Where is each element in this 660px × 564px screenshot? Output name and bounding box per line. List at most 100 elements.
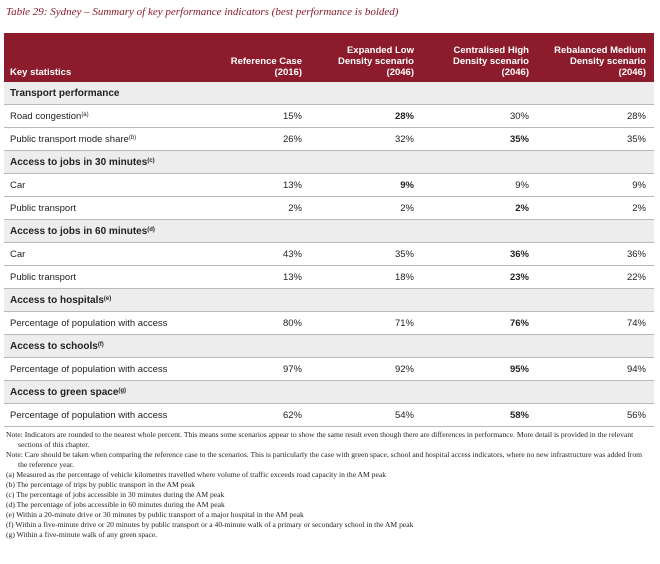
row-label-text: Public transport mode share xyxy=(10,133,129,145)
value-cell: 22% xyxy=(537,265,654,289)
row-label-text: Public transport xyxy=(10,202,77,214)
footnote-ref: (f) xyxy=(97,341,104,348)
section-title-text: Access to green space xyxy=(10,386,119,398)
column-header: Key statistics xyxy=(4,33,204,82)
row-label-text: Car xyxy=(10,179,26,191)
value-cell: 13% xyxy=(204,173,310,197)
note: (a) Measured as the percentage of vehicl… xyxy=(6,470,387,479)
section-title: Access to jobs in 60 minutes(d) xyxy=(4,219,654,243)
section-title-text: Transport performance xyxy=(10,87,120,99)
value-cell: 35% xyxy=(310,242,422,266)
data-row: Public transport 13% 18% 23% 22% xyxy=(4,265,654,289)
value-cell: 36% xyxy=(422,242,537,266)
row-label: Percentage of population with access xyxy=(4,357,204,381)
value-cell: 30% xyxy=(422,104,537,128)
section-title: Transport performance xyxy=(4,82,654,105)
footnote-ref: (e) xyxy=(103,295,112,302)
value-cell: 13% xyxy=(204,265,310,289)
footnote-ref: (c) xyxy=(147,157,155,164)
row-label: Car xyxy=(4,173,204,197)
value-cell: 35% xyxy=(422,127,537,151)
value-cell: 56% xyxy=(537,403,654,427)
value-cell: 28% xyxy=(537,104,654,128)
value-cell: 43% xyxy=(204,242,310,266)
header-row: Key statistics Reference Case (2016) Expan… xyxy=(4,33,654,82)
row-label: Public transport xyxy=(4,196,204,220)
section-row: Transport performance xyxy=(4,82,654,105)
value-cell: 94% xyxy=(537,357,654,381)
table-body: Transport performance Road congestion(a) 1… xyxy=(4,82,654,427)
section-row: Access to hospitals(e) xyxy=(4,288,654,312)
section-title-text: Access to schools xyxy=(10,340,98,352)
row-label-text: Public transport xyxy=(10,271,77,283)
row-label-text: Road congestion xyxy=(10,110,82,122)
section-row: Access to green space(g) xyxy=(4,380,654,404)
data-row: Percentage of population with access 80% 7… xyxy=(4,311,654,335)
note: (g) Within a five-minute walk of any gre… xyxy=(6,530,158,539)
value-cell: 58% xyxy=(422,403,537,427)
table-title: Table 29: Sydney – Summary of key perfor… xyxy=(6,6,399,18)
value-cell: 62% xyxy=(204,403,310,427)
column-header: Rebalanced Medium Density scenario (2046… xyxy=(537,33,654,82)
value-cell: 95% xyxy=(422,357,537,381)
data-row: Car 13% 9% 9% 9% xyxy=(4,173,654,197)
note: (e) Within a 20-minute drive or 30 minut… xyxy=(6,510,304,519)
value-cell: 9% xyxy=(537,173,654,197)
section-title: Access to hospitals(e) xyxy=(4,288,654,312)
footnote-ref: (g) xyxy=(118,387,127,394)
row-label-text: Percentage of population with access xyxy=(10,317,168,329)
section-title: Access to jobs in 30 minutes(c) xyxy=(4,150,654,174)
footnote-ref: (a) xyxy=(81,111,89,118)
note: (b) The percentage of trips by public tr… xyxy=(6,480,196,489)
row-label: Percentage of population with access xyxy=(4,311,204,335)
note: Note: Indicators are rounded to the near… xyxy=(6,430,634,449)
value-cell: 35% xyxy=(537,127,654,151)
value-cell: 80% xyxy=(204,311,310,335)
footnote-ref: (d) xyxy=(147,226,155,233)
section-row: Access to jobs in 60 minutes(d) xyxy=(4,219,654,243)
row-label-text: Percentage of population with access xyxy=(10,363,168,375)
note: (c) The percentage of jobs accessible in… xyxy=(6,490,225,499)
note: (d) The percentage of jobs accessible in… xyxy=(6,500,225,509)
value-cell: 28% xyxy=(310,104,422,128)
data-row: Car 43% 35% 36% 36% xyxy=(4,242,654,266)
value-cell: 74% xyxy=(537,311,654,335)
section-title-text: Access to hospitals xyxy=(10,294,104,306)
data-row: Road congestion(a) 15% 28% 30% 28% xyxy=(4,104,654,128)
row-label-text: Car xyxy=(10,248,26,260)
row-label: Public transport mode share(b) xyxy=(4,127,204,151)
value-cell: 76% xyxy=(422,311,537,335)
data-row: Percentage of population with access 62% 5… xyxy=(4,403,654,427)
section-title-text: Access to jobs in 60 minutes xyxy=(10,225,148,237)
row-label: Car xyxy=(4,242,204,266)
value-cell: 71% xyxy=(310,311,422,335)
note: Note: Care should be taken when comparin… xyxy=(6,450,643,469)
value-cell: 9% xyxy=(422,173,537,197)
section-row: Access to schools(f) xyxy=(4,334,654,358)
section-title-text: Access to jobs in 30 minutes xyxy=(10,156,148,168)
value-cell: 26% xyxy=(204,127,310,151)
notes: Note: Indicators are rounded to the near… xyxy=(6,430,651,540)
data-row: Percentage of population with access 97% 9… xyxy=(4,357,654,381)
value-cell: 54% xyxy=(310,403,422,427)
value-cell: 32% xyxy=(310,127,422,151)
value-cell: 2% xyxy=(537,196,654,220)
data-row: Public transport mode share(b) 26% 32% 35% 3… xyxy=(4,127,654,151)
value-cell: 2% xyxy=(204,196,310,220)
column-header: Reference Case (2016) xyxy=(204,33,310,82)
value-cell: 36% xyxy=(537,242,654,266)
column-header: Expanded Low Density scenario (2046) xyxy=(310,33,422,82)
section-title: Access to schools(f) xyxy=(4,334,654,358)
row-label: Public transport xyxy=(4,265,204,289)
value-cell: 18% xyxy=(310,265,422,289)
column-header: Centralised High Density scenario (2046) xyxy=(422,33,537,82)
value-cell: 15% xyxy=(204,104,310,128)
row-label: Percentage of population with access xyxy=(4,403,204,427)
value-cell: 9% xyxy=(310,173,422,197)
data-row: Public transport 2% 2% 2% 2% xyxy=(4,196,654,220)
kpi-table: Key statistics Reference Case (2016) Expan… xyxy=(4,33,654,427)
row-label: Road congestion(a) xyxy=(4,104,204,128)
value-cell: 2% xyxy=(422,196,537,220)
note: (f) Within a five-minute drive or 20 min… xyxy=(6,520,414,529)
